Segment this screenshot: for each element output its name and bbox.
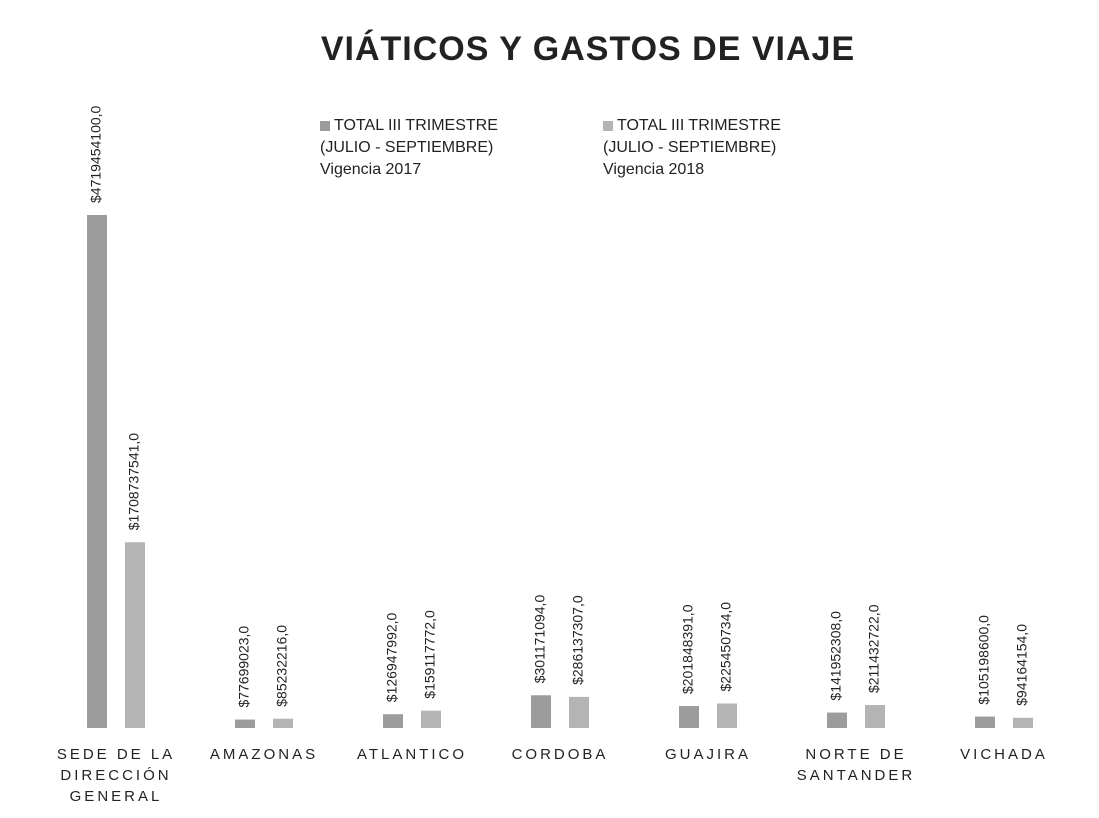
legend-swatch — [320, 121, 330, 131]
x-tick-label: SEDE DE LA DIRECCIÓN GENERAL — [56, 746, 176, 805]
x-tick-label: VICHADA — [960, 746, 1048, 763]
bar — [383, 714, 403, 728]
bar — [717, 703, 737, 728]
bar — [531, 695, 551, 728]
legend-label: TOTAL III TRIMESTRE (JULIO - SEPTIEMBRE)… — [603, 117, 781, 178]
data-label: $4719454100,0 — [88, 105, 104, 203]
x-tick-label: GUAJIRA — [664, 746, 751, 763]
x-tick-label: AMAZONAS — [209, 746, 319, 763]
bar — [1013, 717, 1033, 728]
chart-title: VIÁTICOS Y GASTOS DE VIAJE — [320, 30, 856, 68]
data-label: $201848391,0 — [680, 604, 696, 694]
bar — [975, 716, 995, 728]
bar — [569, 696, 589, 728]
bar — [827, 712, 847, 728]
bar — [235, 719, 255, 728]
data-label: $94164154,0 — [1014, 624, 1030, 706]
x-tick-label: ATLANTICO — [356, 746, 468, 763]
x-tick-label: NORTE DE SANTANDER — [796, 746, 916, 784]
data-label: $105198600,0 — [976, 615, 992, 705]
x-tick-label: CORDOBA — [511, 746, 609, 763]
bar — [125, 542, 145, 728]
bar — [421, 710, 441, 728]
data-label: $126947992,0 — [384, 612, 400, 702]
legend-swatch — [603, 121, 613, 131]
bar — [679, 706, 699, 728]
data-label: $211432722,0 — [866, 604, 882, 693]
data-label: $286137307,0 — [570, 595, 586, 685]
legend-entry: TOTAL III TRIMESTRE (JULIO - SEPTIEMBRE)… — [603, 115, 808, 181]
bar — [865, 705, 885, 728]
data-label: $141952308,0 — [828, 611, 844, 701]
legend-entry: TOTAL III TRIMESTRE (JULIO - SEPTIEMBRE)… — [320, 115, 525, 181]
data-label: $1708737541,0 — [126, 433, 142, 531]
data-label: $225450734,0 — [718, 602, 734, 692]
legend-label: TOTAL III TRIMESTRE (JULIO - SEPTIEMBRE)… — [320, 117, 498, 178]
data-label: $159117772,0 — [422, 610, 438, 699]
data-label: $301171094,0 — [532, 595, 548, 684]
data-label: $77699023,0 — [236, 626, 252, 708]
bar — [273, 718, 293, 728]
bar — [87, 215, 107, 728]
data-label: $85232216,0 — [274, 625, 290, 707]
